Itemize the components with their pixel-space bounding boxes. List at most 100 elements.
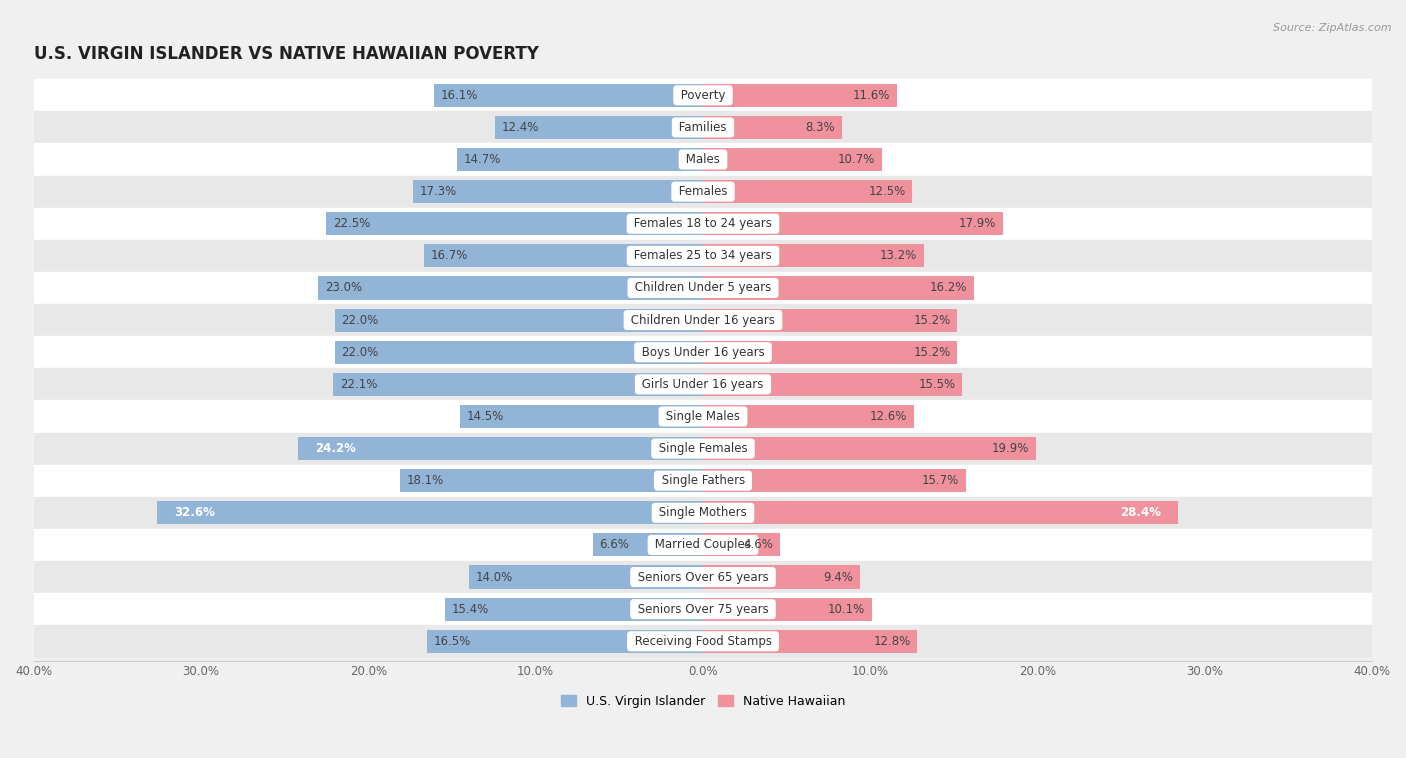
Bar [34,79,1372,111]
Bar [157,501,703,525]
Text: Single Females: Single Females [655,442,751,455]
Bar [703,405,914,428]
Text: 14.5%: 14.5% [467,410,505,423]
Text: Seniors Over 65 years: Seniors Over 65 years [634,571,772,584]
Bar [703,469,966,492]
Text: 11.6%: 11.6% [853,89,890,102]
Bar [446,597,703,621]
Text: 16.5%: 16.5% [433,634,471,648]
Text: Single Mothers: Single Mothers [655,506,751,519]
Bar [34,143,1372,176]
Text: 23.0%: 23.0% [325,281,361,294]
Text: 15.2%: 15.2% [914,314,950,327]
Text: 12.4%: 12.4% [502,121,540,134]
Text: 14.0%: 14.0% [475,571,513,584]
Bar [34,272,1372,304]
Text: 15.4%: 15.4% [451,603,489,615]
Bar [460,405,703,428]
Text: Receiving Food Stamps: Receiving Food Stamps [631,634,775,648]
Bar [34,336,1372,368]
Bar [34,496,1372,529]
Bar [326,212,703,235]
Text: Married Couples: Married Couples [651,538,755,551]
Text: Boys Under 16 years: Boys Under 16 years [638,346,768,359]
Bar [318,277,703,299]
Bar [34,176,1372,208]
Text: 14.7%: 14.7% [464,153,501,166]
Text: Males: Males [682,153,724,166]
Text: 10.7%: 10.7% [838,153,876,166]
Text: 17.3%: 17.3% [420,185,457,198]
Bar [34,433,1372,465]
Bar [34,240,1372,272]
Bar [703,437,1036,460]
Text: 6.6%: 6.6% [599,538,628,551]
Text: 17.9%: 17.9% [959,218,995,230]
Bar [703,534,780,556]
Text: 15.7%: 15.7% [922,475,959,487]
Bar [457,148,703,171]
Bar [34,529,1372,561]
Text: U.S. VIRGIN ISLANDER VS NATIVE HAWAIIAN POVERTY: U.S. VIRGIN ISLANDER VS NATIVE HAWAIIAN … [34,45,538,64]
Bar [335,340,703,364]
Bar [703,180,912,203]
Text: 22.0%: 22.0% [342,346,378,359]
Bar [433,83,703,107]
Text: Females 25 to 34 years: Females 25 to 34 years [630,249,776,262]
Bar [34,400,1372,433]
Text: 15.2%: 15.2% [914,346,950,359]
Text: 16.7%: 16.7% [430,249,468,262]
Text: 10.1%: 10.1% [828,603,865,615]
Text: 18.1%: 18.1% [406,475,444,487]
Text: 12.6%: 12.6% [870,410,907,423]
Bar [703,212,1002,235]
Bar [592,534,703,556]
Text: 15.5%: 15.5% [918,377,956,391]
Text: 12.5%: 12.5% [869,185,905,198]
Text: Females: Females [675,185,731,198]
Text: Seniors Over 75 years: Seniors Over 75 years [634,603,772,615]
Text: Girls Under 16 years: Girls Under 16 years [638,377,768,391]
Bar [34,111,1372,143]
Text: 22.5%: 22.5% [333,218,370,230]
Bar [335,309,703,332]
Text: 16.1%: 16.1% [440,89,478,102]
Text: 19.9%: 19.9% [993,442,1029,455]
Text: 28.4%: 28.4% [1121,506,1161,519]
Bar [703,501,1178,525]
Text: Children Under 16 years: Children Under 16 years [627,314,779,327]
Legend: U.S. Virgin Islander, Native Hawaiian: U.S. Virgin Islander, Native Hawaiian [555,690,851,713]
Bar [34,208,1372,240]
Text: Single Fathers: Single Fathers [658,475,748,487]
Text: Single Males: Single Males [662,410,744,423]
Text: 24.2%: 24.2% [315,442,356,455]
Text: 16.2%: 16.2% [929,281,967,294]
Bar [413,180,703,203]
Bar [427,630,703,653]
Text: 22.1%: 22.1% [340,377,377,391]
Bar [34,593,1372,625]
Text: Families: Families [675,121,731,134]
Bar [401,469,703,492]
Bar [34,465,1372,496]
Bar [703,83,897,107]
Bar [703,565,860,589]
Text: 12.8%: 12.8% [873,634,911,648]
Bar [703,630,917,653]
Bar [298,437,703,460]
Bar [333,373,703,396]
Text: 32.6%: 32.6% [174,506,215,519]
Bar [703,340,957,364]
Text: Poverty: Poverty [676,89,730,102]
Bar [34,304,1372,336]
Bar [468,565,703,589]
Bar [703,277,974,299]
Text: Children Under 5 years: Children Under 5 years [631,281,775,294]
Text: Source: ZipAtlas.com: Source: ZipAtlas.com [1274,23,1392,33]
Bar [703,309,957,332]
Bar [34,368,1372,400]
Bar [495,116,703,139]
Text: 8.3%: 8.3% [806,121,835,134]
Bar [703,244,924,268]
Text: 9.4%: 9.4% [824,571,853,584]
